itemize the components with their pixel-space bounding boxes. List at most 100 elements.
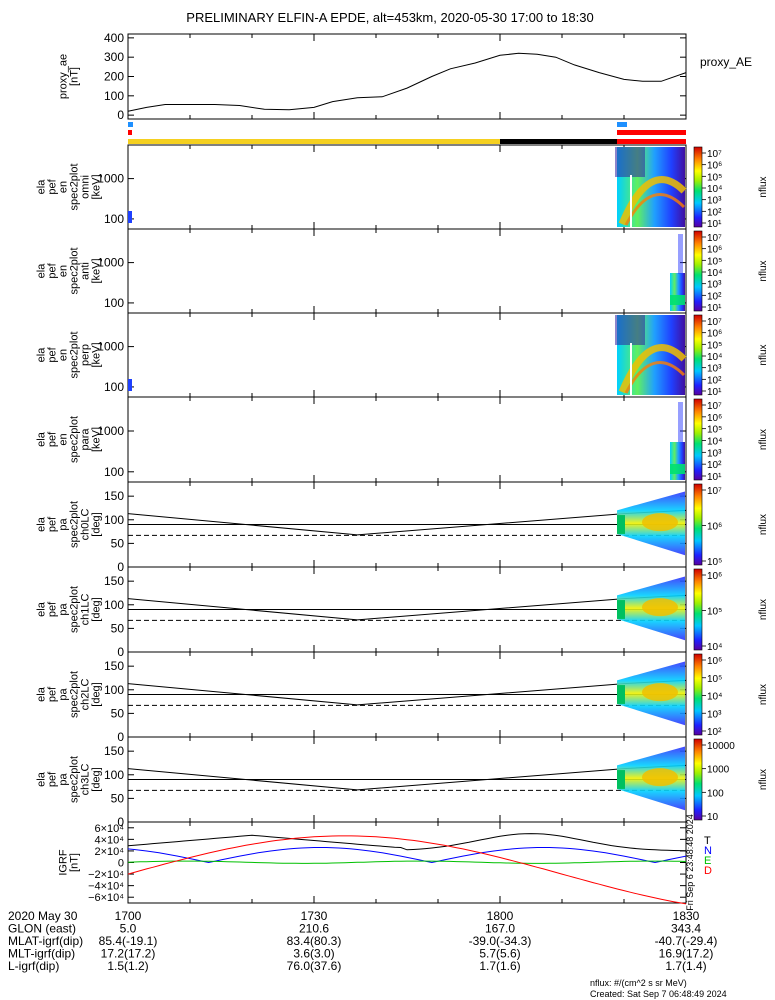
para-cbar-label: 10⁴ bbox=[707, 437, 722, 448]
perp-cbar-label: 10³ bbox=[707, 364, 722, 375]
omni-cbar-label: 10¹ bbox=[707, 219, 722, 230]
anti-ylabel: en bbox=[58, 265, 70, 277]
status-bar-red-start bbox=[128, 130, 132, 135]
panel-ch0LC: ela pef pa spec2plot ch0LC [deg]150 100 50 0 10⁷ 1… bbox=[36, 481, 769, 574]
omni-cbar-label: 10² bbox=[707, 207, 722, 218]
ch1LC-colorbar bbox=[693, 568, 703, 651]
para-tick-label: 1000 bbox=[97, 424, 124, 438]
perp-cbar-label: 10⁵ bbox=[707, 340, 722, 351]
para-colorbar bbox=[693, 398, 703, 481]
panel-ch2LC: ela pef pa spec2plot ch2LC [deg]150 100 50 0 10⁶ 1… bbox=[36, 651, 769, 744]
ch2LC-ylabel: [deg] bbox=[91, 682, 103, 706]
omni-left-edge-flux bbox=[128, 211, 132, 223]
ch3LC-ylabel: [deg] bbox=[91, 767, 103, 791]
proxy-ae-legend: proxy_AE bbox=[700, 55, 752, 69]
omni-tick-label: 100 bbox=[104, 212, 124, 226]
xaxis-row-value: 5.7(5.6) bbox=[479, 947, 520, 961]
ch0LC-ylabel: pef bbox=[47, 516, 59, 532]
omni-tick-label: 1000 bbox=[97, 172, 124, 186]
perp-tick-label: 1000 bbox=[97, 340, 124, 354]
ch2LC-flux-edge bbox=[617, 685, 625, 704]
omni-cbar-title: nflux bbox=[758, 176, 769, 197]
ch0LC-cbar-label: 10⁷ bbox=[707, 486, 722, 497]
xaxis-row-value: 1800 bbox=[487, 909, 514, 923]
igrf-legend-T: T bbox=[704, 835, 711, 847]
xaxis-row-value: 1730 bbox=[301, 909, 328, 923]
anti-colorbar bbox=[693, 230, 703, 312]
ch1LC-tick-label: 50 bbox=[111, 621, 125, 635]
ch3LC-tick-label: 150 bbox=[104, 744, 124, 758]
status-bar-red-end bbox=[617, 130, 686, 135]
para-ylabel: para bbox=[80, 428, 92, 451]
anti-tick-label: 1000 bbox=[97, 256, 124, 270]
panel-ch3LC: ela pef pa spec2plot ch3LC [deg]150 100 50 0 1000… bbox=[36, 736, 769, 829]
ch3LC-ylabel: pa bbox=[58, 773, 70, 786]
ch2LC-tick-label: 0 bbox=[117, 730, 124, 744]
ch2LC-cbar-label: 10³ bbox=[707, 709, 722, 720]
ch2LC-tick-label: 50 bbox=[111, 706, 125, 720]
ch0LC-ylabel: pa bbox=[58, 518, 70, 531]
perp-spectrum-band bbox=[618, 344, 687, 394]
para-cbar-label: 10⁵ bbox=[707, 425, 722, 436]
xaxis-row-label: MLAT-igrf(dip) bbox=[8, 934, 83, 948]
xaxis-row-value: 3.6(3.0) bbox=[293, 947, 334, 961]
perp-ylabel: perp bbox=[80, 344, 92, 366]
perp-cbar-label: 10² bbox=[707, 375, 722, 386]
ch2LC-loss-cone-line bbox=[127, 679, 687, 706]
ch2LC-ylabel: pa bbox=[58, 688, 70, 701]
ch2LC-cbar-title: nflux bbox=[758, 684, 769, 705]
proxy_ae-ylabel: proxy_ae bbox=[58, 54, 70, 99]
panel-IGRF: IGRF [nT]6×10⁴4×10⁴2×10⁴0−2×10⁴−4×10⁴−6×1… bbox=[58, 814, 713, 911]
ch1LC-cbar-label: 10⁵ bbox=[707, 607, 722, 618]
anti-spectrum-band bbox=[670, 295, 685, 305]
anti-cbar-label: 10⁵ bbox=[707, 256, 722, 267]
ch3LC-flux-core bbox=[642, 768, 678, 787]
igrf-legend-E: E bbox=[704, 855, 711, 867]
igrf-tick-label: 4×10⁴ bbox=[94, 834, 124, 846]
ch2LC-flux-core bbox=[642, 683, 678, 702]
omni-cbar-label: 10⁶ bbox=[707, 161, 722, 172]
ch2LC-cbar-label: 10² bbox=[707, 727, 722, 738]
ch2LC-tick-label: 100 bbox=[104, 683, 124, 697]
ch2LC-cbar-label: 10⁵ bbox=[707, 674, 722, 685]
panel-frame-proxy_ae bbox=[127, 33, 687, 120]
para-ylabel: ela bbox=[36, 431, 48, 447]
perp-ylabel: [keV] bbox=[91, 342, 103, 367]
ch3LC-ylabel: ch3LC bbox=[80, 764, 92, 796]
anti-cbar-label: 10¹ bbox=[707, 303, 722, 314]
ch1LC-cbar-title: nflux bbox=[758, 599, 769, 620]
ch2LC-ylabel: spec2plot bbox=[69, 671, 81, 718]
ch3LC-cbar-label: 10000 bbox=[707, 741, 735, 752]
ch0LC-flux-core bbox=[642, 513, 678, 532]
perp-ylabel: spec2plot bbox=[69, 331, 81, 378]
omni-ylabel: pef bbox=[47, 178, 59, 194]
ch1LC-tick-label: 100 bbox=[104, 598, 124, 612]
para-spectrum-band bbox=[670, 464, 685, 474]
igrf-tick-label: 0 bbox=[118, 858, 124, 870]
ch1LC-ylabel: pa bbox=[58, 603, 70, 616]
ch2LC-ylabel: pef bbox=[47, 686, 59, 702]
xaxis-row-value: 210.6 bbox=[299, 922, 329, 936]
proxy-ae-tick-label: 200 bbox=[104, 70, 124, 84]
proxy_ae-ylabel: [nT] bbox=[69, 67, 81, 86]
ch0LC-cbar-label: 10⁶ bbox=[707, 522, 722, 533]
perp-cbar-title: nflux bbox=[758, 344, 769, 365]
ch0LC-tick-label: 50 bbox=[111, 536, 125, 550]
xaxis-row-value: 83.4(80.3) bbox=[287, 934, 342, 948]
omni-cbar-label: 10⁴ bbox=[707, 184, 722, 195]
xaxis-row-value: -39.0(-34.3) bbox=[469, 934, 532, 948]
panel-frame-para bbox=[127, 396, 687, 483]
panel-para: ela pef en spec2plot para [keV]100010010⁷10⁶1… bbox=[36, 396, 769, 483]
IGRF-ylabel: [nT] bbox=[69, 853, 81, 872]
perp-cbar-label: 10¹ bbox=[707, 387, 722, 398]
igrf-legend-D: D bbox=[704, 865, 712, 877]
igrf-down-line bbox=[127, 835, 687, 905]
para-ylabel: pef bbox=[47, 431, 59, 447]
panel-frame-anti bbox=[127, 228, 687, 314]
anti-cbar-label: 10⁴ bbox=[707, 268, 722, 279]
omni-spectrum-band bbox=[618, 176, 687, 226]
perp-cbar-label: 10⁴ bbox=[707, 352, 722, 363]
ch2LC-ylabel: ela bbox=[36, 686, 48, 702]
status-bar-black bbox=[500, 139, 617, 144]
ch1LC-ylabel: spec2plot bbox=[69, 586, 81, 633]
